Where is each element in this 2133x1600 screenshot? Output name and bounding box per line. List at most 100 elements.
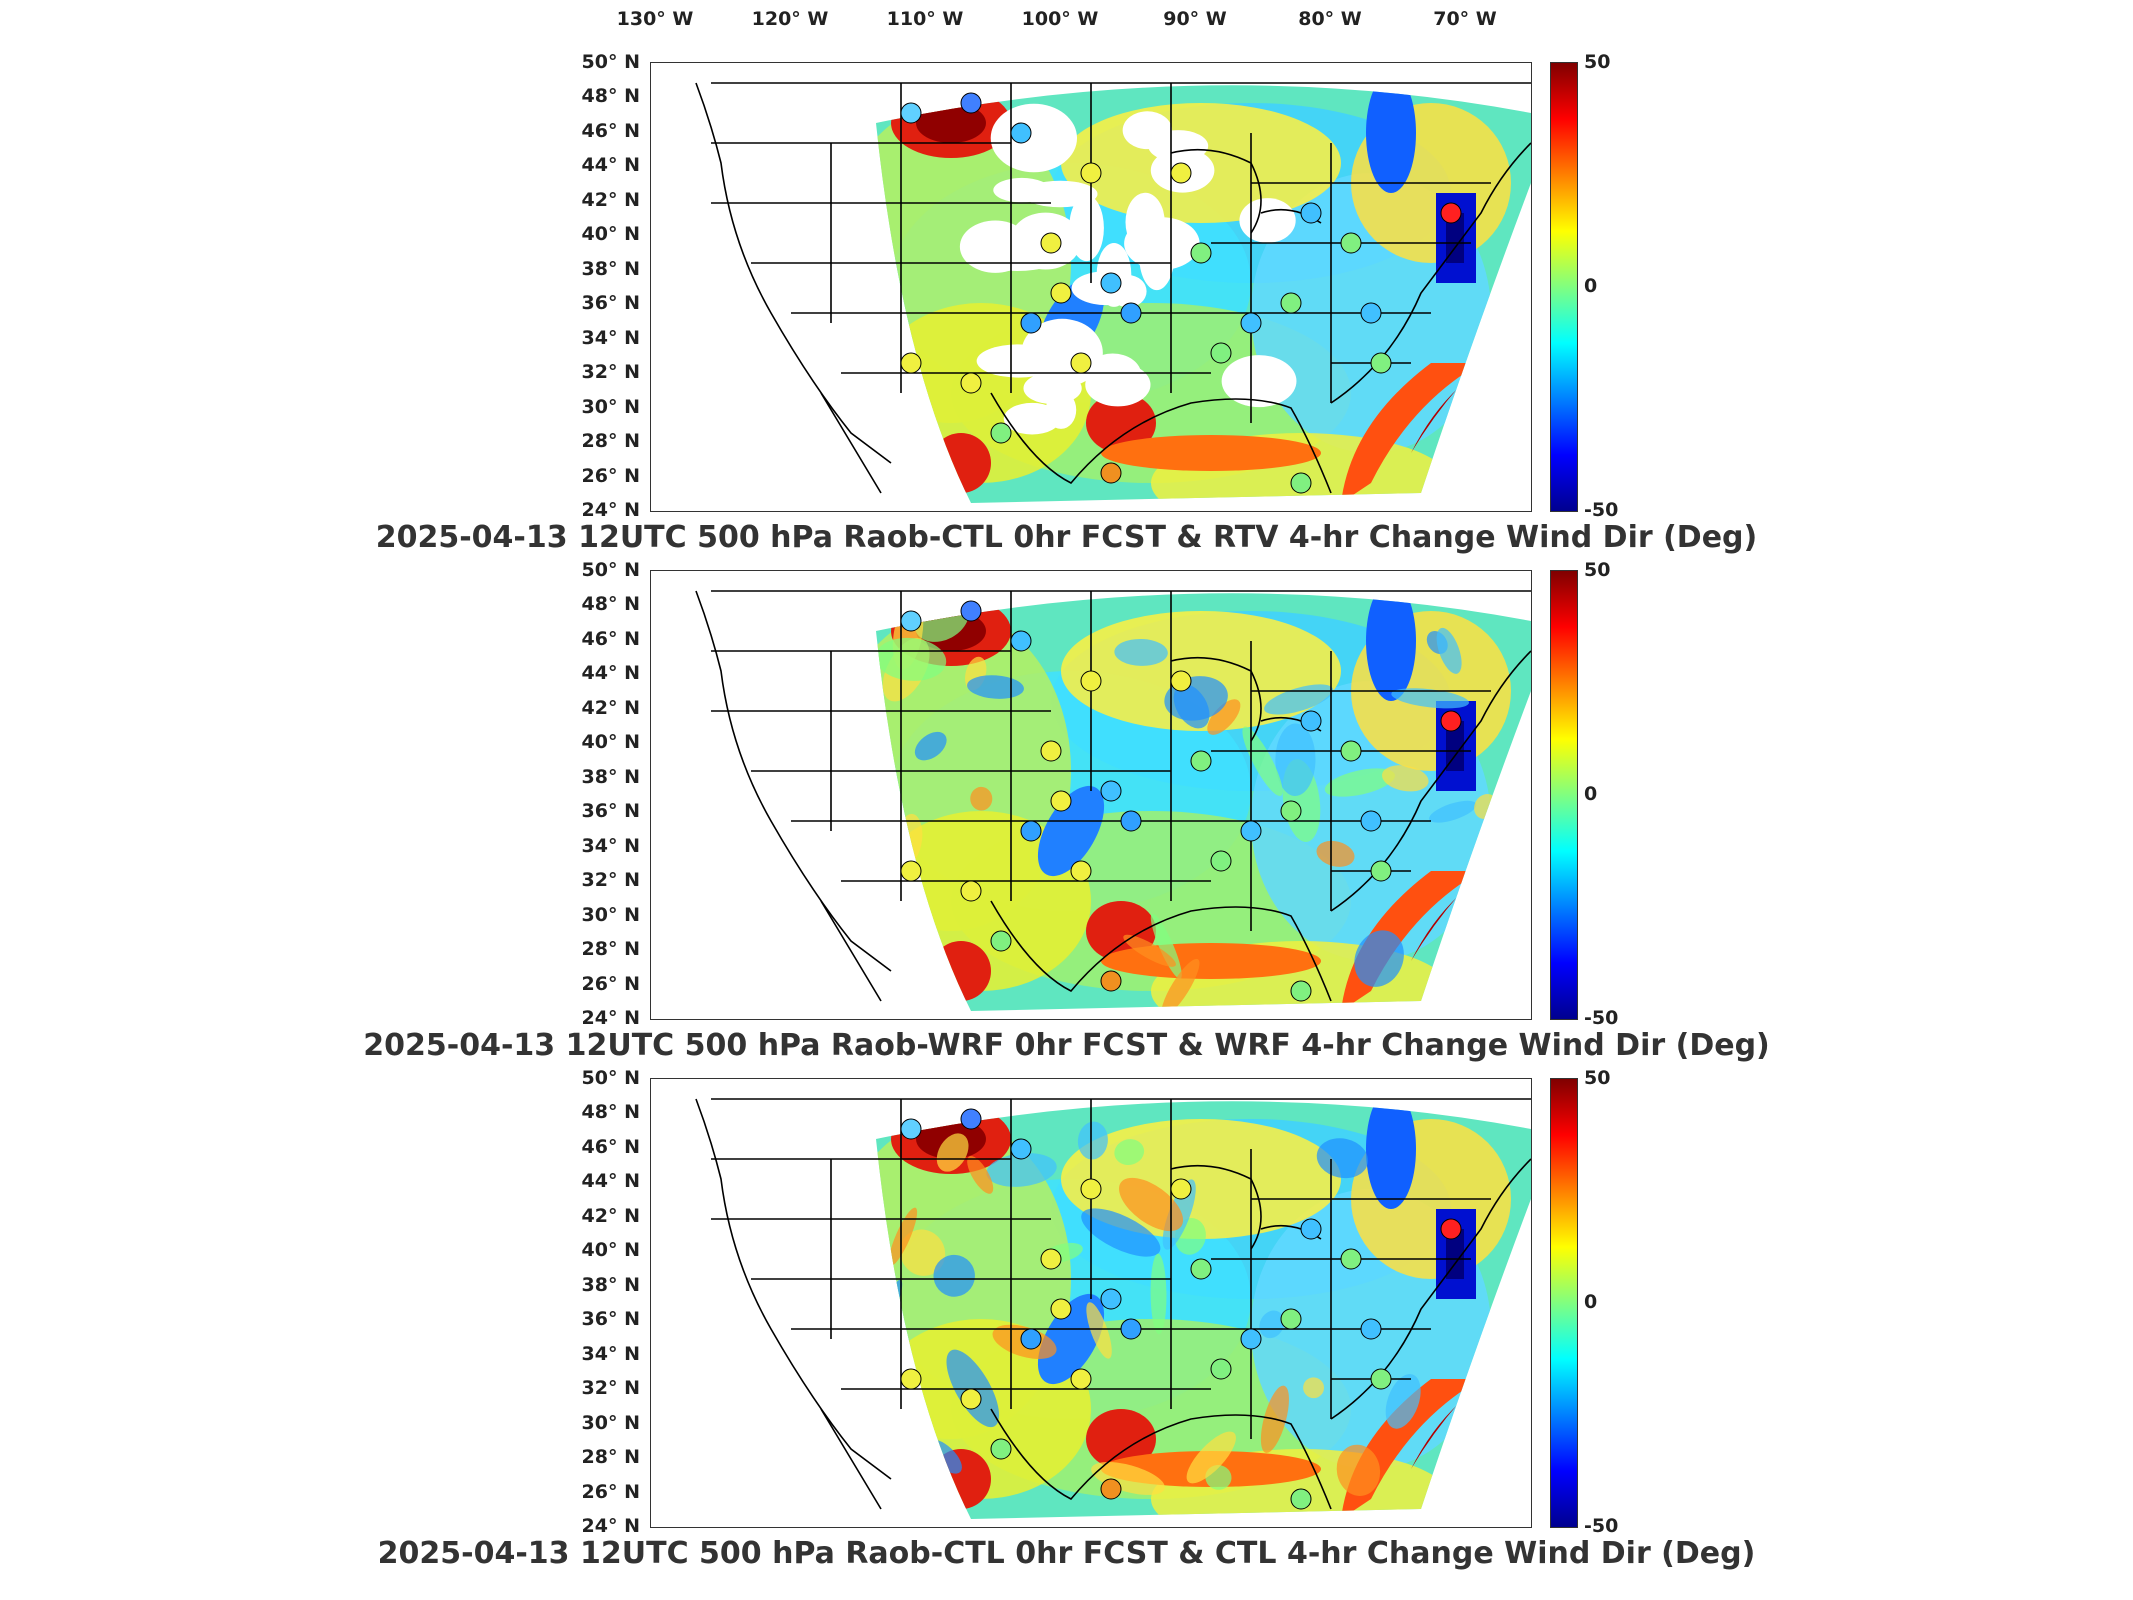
field-region bbox=[1446, 1229, 1464, 1279]
longitude-axis: 130° W 120° W 110° W 100° W 90° W 80° W 70° W bbox=[0, 0, 2133, 40]
field-region bbox=[1354, 930, 1404, 987]
latitude-label: 38° N bbox=[581, 257, 640, 280]
latitude-label: 28° N bbox=[581, 938, 640, 961]
field-region bbox=[1303, 1377, 1325, 1399]
raob-observation-marker bbox=[1360, 302, 1382, 324]
latitude-label: 36° N bbox=[581, 800, 640, 823]
longitude-label: 100° W bbox=[1021, 8, 1099, 30]
field-region bbox=[1472, 1441, 1501, 1461]
coastline bbox=[820, 392, 882, 494]
raob-observation-marker bbox=[1370, 352, 1392, 374]
latitude-label: 48° N bbox=[581, 1101, 640, 1124]
raob-observation-marker bbox=[1340, 740, 1362, 762]
coastline bbox=[695, 1098, 892, 1480]
raob-observation-marker bbox=[990, 1438, 1012, 1460]
raob-observation-marker bbox=[1010, 1138, 1032, 1160]
longitude-label: 70° W bbox=[1433, 8, 1497, 30]
coastline bbox=[990, 392, 1332, 494]
colorbar bbox=[1550, 570, 1578, 1020]
latitude-label: 34° N bbox=[581, 834, 640, 857]
raob-observation-marker bbox=[960, 1108, 982, 1130]
colorbar bbox=[1550, 1078, 1578, 1528]
field-region bbox=[970, 786, 993, 811]
field-region bbox=[1316, 840, 1355, 867]
raob-observation-marker bbox=[1070, 1368, 1092, 1390]
panel-title: 2025-04-13 12UTC 500 hPa Raob-WRF 0hr FC… bbox=[363, 1028, 1770, 1063]
latitude-label: 46° N bbox=[581, 1135, 640, 1158]
colorbar-tick-label: 0 bbox=[1584, 1291, 1598, 1313]
raob-observation-marker bbox=[1080, 670, 1102, 692]
colorbar-tick-label: 0 bbox=[1584, 275, 1598, 297]
latitude-label: 40° N bbox=[581, 1239, 640, 1262]
field-region bbox=[876, 637, 947, 681]
wind-direction-map bbox=[650, 1078, 1532, 1528]
latitude-label: 44° N bbox=[581, 1170, 640, 1193]
raob-observation-marker bbox=[900, 610, 922, 632]
latitude-label: 32° N bbox=[581, 869, 640, 892]
raob-observation-marker bbox=[1040, 1248, 1062, 1270]
raob-observation-marker bbox=[1440, 710, 1462, 732]
field-region bbox=[1275, 723, 1316, 797]
field-region bbox=[1366, 593, 1416, 701]
missing-data-patch bbox=[976, 344, 1061, 378]
raob-observation-marker bbox=[1440, 1218, 1462, 1240]
raob-observation-marker bbox=[960, 92, 982, 114]
raob-observation-marker bbox=[1360, 1318, 1382, 1340]
field-region bbox=[1429, 800, 1477, 823]
missing-data-patch bbox=[1045, 390, 1077, 429]
colorbar-tick-label: -50 bbox=[1584, 1007, 1619, 1029]
raob-observation-marker bbox=[1280, 1308, 1302, 1330]
raob-observation-marker bbox=[900, 860, 922, 882]
field-region bbox=[931, 433, 991, 493]
colorbar bbox=[1550, 62, 1578, 512]
colorbar-tick-label: 0 bbox=[1584, 783, 1598, 805]
field-region bbox=[888, 1207, 918, 1266]
latitude-label: 34° N bbox=[581, 1342, 640, 1365]
latitude-label: 24° N bbox=[581, 499, 640, 521]
field-region bbox=[1446, 213, 1464, 263]
raob-observation-marker bbox=[1240, 820, 1262, 842]
raob-observation-marker bbox=[1190, 1258, 1212, 1280]
latitude-label: 42° N bbox=[581, 1204, 640, 1227]
field-region bbox=[1207, 699, 1241, 735]
raob-observation-marker bbox=[1010, 122, 1032, 144]
latitude-label: 46° N bbox=[581, 627, 640, 650]
field-region bbox=[1086, 393, 1156, 453]
raob-observation-marker bbox=[1340, 1248, 1362, 1270]
raob-observation-marker bbox=[1360, 810, 1382, 832]
raob-observation-marker bbox=[1240, 312, 1262, 334]
wind-direction-map bbox=[650, 570, 1532, 1020]
field-region bbox=[1150, 1253, 1167, 1335]
raob-observation-marker bbox=[960, 600, 982, 622]
missing-data-patch bbox=[1085, 362, 1151, 407]
raob-observation-marker bbox=[1020, 1328, 1042, 1350]
latitude-label: 24° N bbox=[581, 1007, 640, 1029]
colorbar-tick-label: 50 bbox=[1584, 559, 1611, 581]
raob-observation-marker bbox=[1080, 162, 1102, 184]
latitude-label: 26° N bbox=[581, 972, 640, 995]
raob-observation-marker bbox=[1120, 302, 1142, 324]
missing-data-patch bbox=[1139, 220, 1175, 291]
field-region bbox=[1081, 1208, 1161, 1257]
field-region bbox=[1091, 1462, 1165, 1495]
field-region bbox=[967, 1155, 994, 1194]
raob-observation-marker bbox=[1370, 860, 1392, 882]
latitude-label: 42° N bbox=[581, 696, 640, 719]
field-region bbox=[1471, 926, 1510, 970]
missing-data-patch bbox=[990, 103, 1078, 173]
latitude-label: 50° N bbox=[581, 1067, 640, 1089]
latitude-label: 24° N bbox=[581, 1515, 640, 1537]
raob-observation-marker bbox=[1280, 800, 1302, 822]
field-region bbox=[1382, 765, 1429, 792]
raob-observation-marker bbox=[1100, 1288, 1122, 1310]
field-region bbox=[1086, 1302, 1112, 1359]
latitude-label: 32° N bbox=[581, 361, 640, 384]
coastline bbox=[990, 900, 1332, 1002]
field-region bbox=[1366, 85, 1416, 193]
wind-direction-map bbox=[650, 62, 1532, 512]
raob-observation-marker bbox=[1020, 820, 1042, 842]
raob-observation-marker bbox=[1190, 750, 1212, 772]
field-region bbox=[1114, 638, 1168, 666]
latitude-label: 38° N bbox=[581, 1273, 640, 1296]
latitude-label: 44° N bbox=[581, 662, 640, 685]
